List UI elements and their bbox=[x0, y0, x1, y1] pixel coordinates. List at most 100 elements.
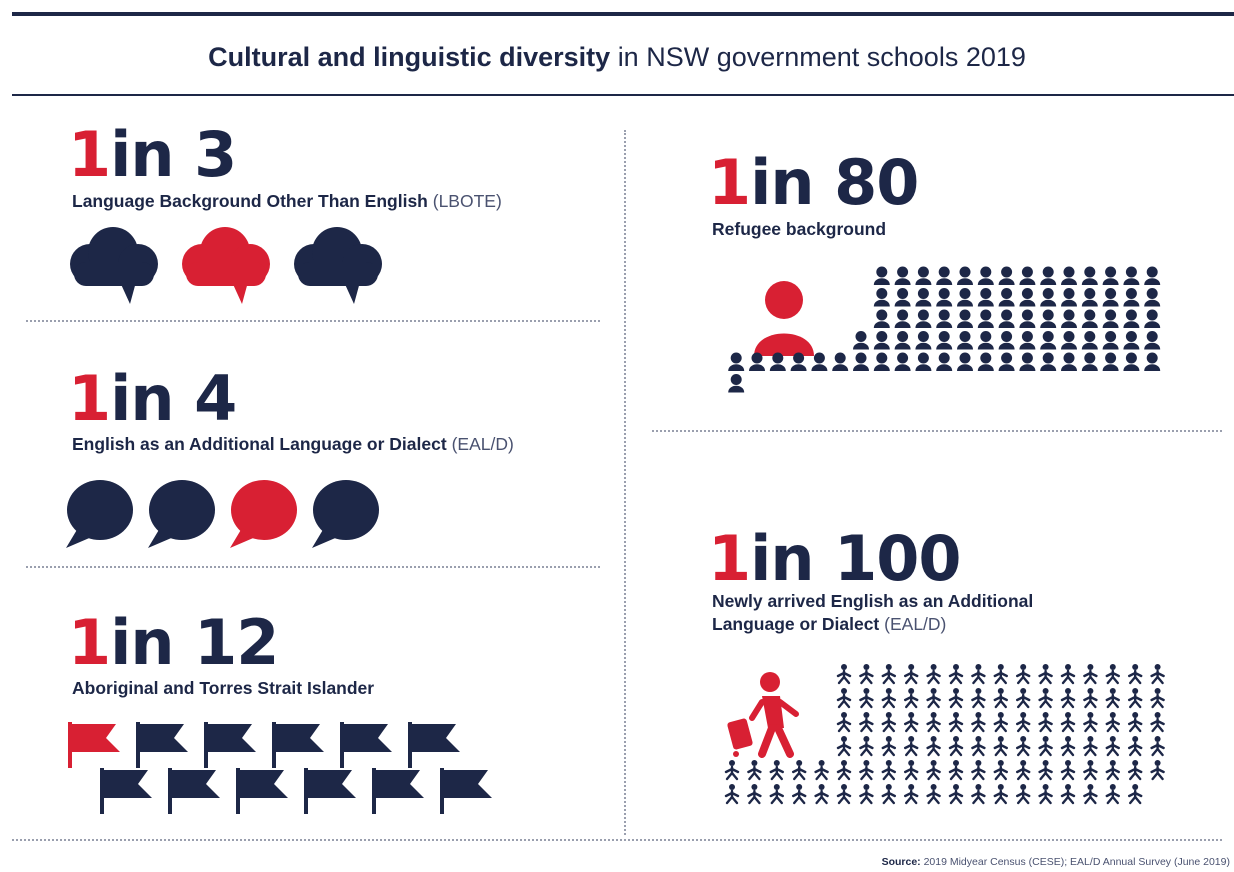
flag-icon bbox=[340, 722, 392, 768]
person-icon bbox=[1123, 352, 1140, 371]
walking-traveller-icon bbox=[1016, 664, 1031, 685]
walking-traveller-icon bbox=[881, 784, 897, 805]
person-icon bbox=[998, 352, 1015, 371]
flag-icon bbox=[100, 768, 152, 814]
person-icon bbox=[894, 288, 911, 307]
walking-traveller-icon bbox=[1038, 688, 1053, 709]
person-icon bbox=[1019, 288, 1036, 307]
walking-traveller-icon bbox=[1060, 760, 1076, 781]
label-line-1: Newly arrived English as an Additional bbox=[712, 591, 1034, 611]
person-icon bbox=[1144, 352, 1161, 371]
walking-traveller-icon bbox=[1060, 736, 1076, 757]
walking-traveller-icon bbox=[1083, 664, 1098, 685]
person-icon bbox=[790, 352, 807, 371]
person-icon bbox=[957, 331, 973, 350]
walking-traveller-icon bbox=[1060, 688, 1076, 709]
bottom-divider bbox=[12, 839, 1222, 841]
person-icon bbox=[915, 331, 932, 350]
walking-traveller-icon bbox=[1105, 688, 1120, 709]
ratio-one: 1 bbox=[68, 362, 111, 435]
person-icon bbox=[754, 281, 814, 356]
walking-traveller-icon bbox=[836, 760, 852, 781]
flag-icon bbox=[168, 768, 220, 814]
person-icon bbox=[1019, 331, 1036, 350]
round-speech-bubble-icon bbox=[66, 480, 133, 548]
person-icon bbox=[977, 309, 994, 328]
person-icon bbox=[1123, 288, 1140, 307]
walking-traveller-icon bbox=[814, 760, 829, 781]
walking-traveller-icon bbox=[1016, 760, 1031, 781]
walking-traveller-icon bbox=[993, 688, 1008, 709]
person-icon bbox=[1102, 288, 1119, 307]
walking-traveller-icon bbox=[926, 736, 941, 757]
walking-traveller-icon bbox=[724, 760, 740, 781]
person-icon bbox=[1040, 288, 1057, 307]
person-icon bbox=[1081, 288, 1098, 307]
newly-arrived-icon-grid bbox=[700, 660, 1180, 832]
ratio-rest: in 80 bbox=[750, 146, 919, 219]
stat-aboriginal-ratio: 1in 12 bbox=[68, 612, 279, 674]
person-icon bbox=[1144, 331, 1161, 350]
round-speech-bubble-icon bbox=[148, 480, 215, 548]
title-rule bbox=[12, 94, 1234, 96]
refugee-icon-grid bbox=[724, 264, 1174, 420]
walking-traveller-icon bbox=[993, 760, 1008, 781]
section-divider bbox=[26, 320, 600, 322]
walking-traveller-icon bbox=[993, 784, 1008, 805]
label-abbr: (EAL/D) bbox=[884, 614, 947, 634]
walking-traveller-icon bbox=[1150, 712, 1165, 733]
person-icon bbox=[936, 309, 953, 328]
person-icon bbox=[936, 266, 953, 285]
person-icon bbox=[998, 331, 1015, 350]
person-icon bbox=[894, 331, 911, 350]
person-icon bbox=[811, 352, 828, 371]
person-icon bbox=[1040, 266, 1057, 285]
walking-traveller-icon bbox=[1016, 688, 1031, 709]
walking-traveller-icon bbox=[993, 664, 1008, 685]
stat-refugee-label: Refugee background bbox=[712, 218, 886, 241]
label-text: Refugee background bbox=[712, 219, 887, 239]
walking-traveller-icon bbox=[926, 760, 941, 781]
flag-icon bbox=[440, 768, 492, 814]
flag-icon bbox=[204, 722, 256, 768]
walking-traveller-icon bbox=[926, 688, 941, 709]
person-icon bbox=[977, 266, 994, 285]
person-icon bbox=[1144, 309, 1161, 328]
walking-traveller-icon bbox=[881, 760, 897, 781]
walking-traveller-icon bbox=[727, 672, 799, 758]
walking-traveller-icon bbox=[1083, 760, 1098, 781]
person-icon bbox=[853, 331, 869, 350]
walking-traveller-icon bbox=[948, 712, 964, 733]
walking-traveller-icon bbox=[1038, 784, 1053, 805]
stat-eald-ratio: 1in 4 bbox=[68, 368, 237, 430]
column-divider bbox=[624, 130, 626, 835]
round-speech-bubble-icon bbox=[312, 480, 379, 548]
person-icon bbox=[936, 288, 953, 307]
walking-traveller-icon bbox=[903, 736, 919, 757]
person-icon bbox=[1040, 331, 1057, 350]
walking-traveller-icon bbox=[993, 736, 1008, 757]
walking-traveller-icon bbox=[971, 760, 986, 781]
walking-traveller-icon bbox=[1150, 760, 1165, 781]
walking-traveller-icon bbox=[747, 760, 762, 781]
ratio-rest: in 100 bbox=[750, 522, 961, 595]
person-icon bbox=[915, 288, 932, 307]
walking-traveller-icon bbox=[881, 688, 897, 709]
person-icon bbox=[749, 352, 765, 371]
person-icon bbox=[957, 309, 973, 328]
source-note: Source: 2019 Midyear Census (CESE); EAL/… bbox=[882, 856, 1230, 868]
walking-traveller-icon bbox=[948, 688, 964, 709]
stat-eald-label: English as an Additional Language or Dia… bbox=[72, 433, 514, 456]
walking-traveller-icon bbox=[1083, 712, 1098, 733]
section-divider bbox=[652, 430, 1222, 432]
person-icon bbox=[936, 331, 953, 350]
person-icon bbox=[894, 266, 911, 285]
walking-traveller-icon bbox=[971, 736, 986, 757]
top-rule bbox=[12, 12, 1234, 16]
walking-traveller-icon bbox=[1038, 664, 1053, 685]
stat-refugee-ratio: 1in 80 bbox=[708, 152, 919, 214]
person-icon bbox=[1123, 266, 1140, 285]
walking-traveller-icon bbox=[1128, 784, 1143, 805]
person-icon bbox=[1061, 331, 1077, 350]
walking-traveller-icon bbox=[1105, 736, 1120, 757]
